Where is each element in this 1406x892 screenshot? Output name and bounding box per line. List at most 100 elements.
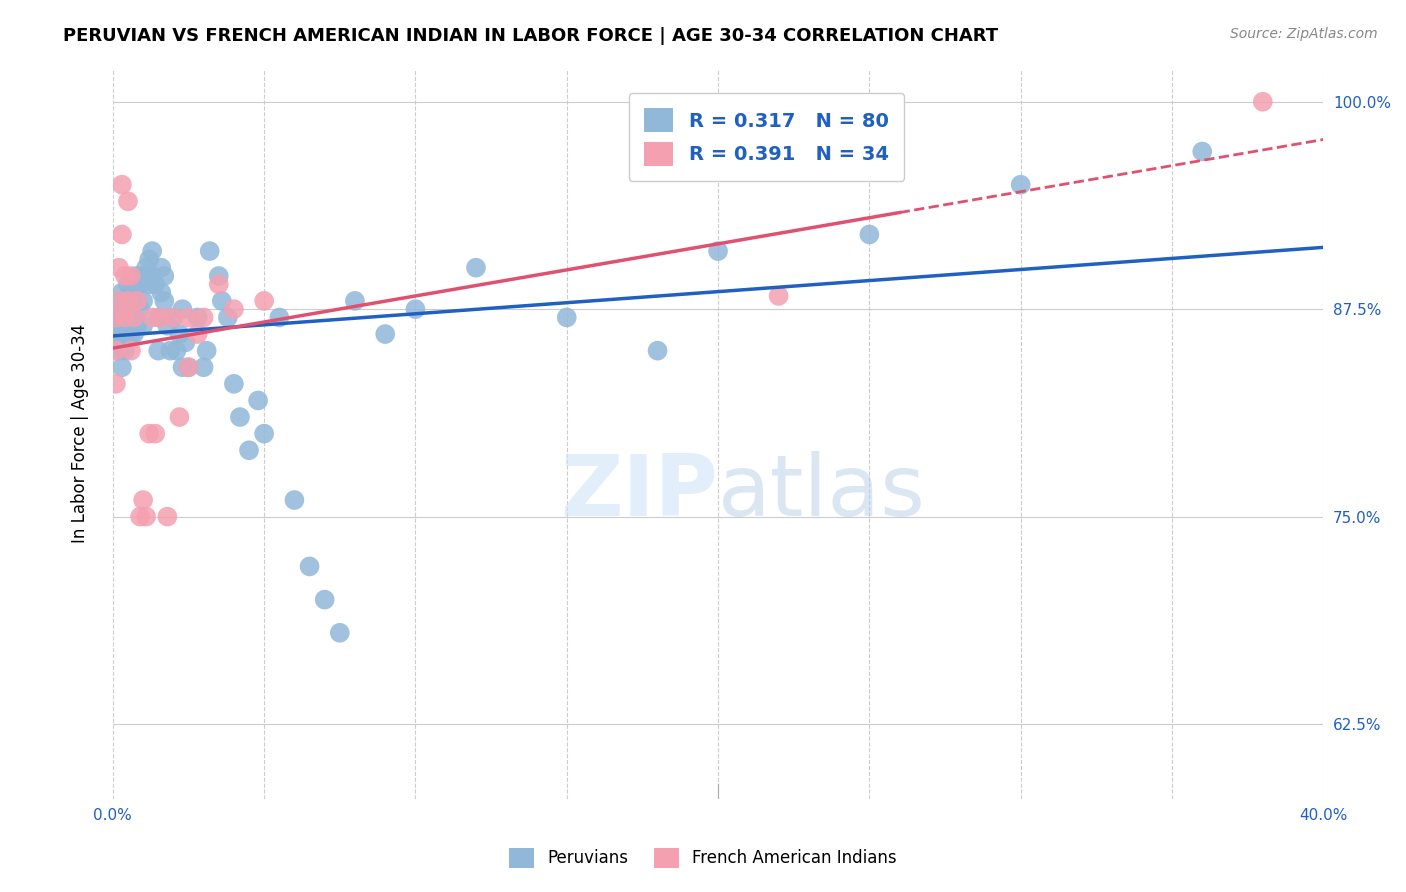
- Point: [117, 293, 139, 308]
- Point: [150, 285, 173, 300]
- Point: [329, 625, 352, 640]
- Point: [114, 268, 136, 283]
- Point: [247, 393, 270, 408]
- Point: [172, 302, 194, 317]
- Point: [141, 310, 163, 325]
- Point: [343, 293, 366, 308]
- Point: [117, 277, 139, 292]
- Point: [104, 310, 127, 325]
- Point: [153, 268, 176, 283]
- Text: PERUVIAN VS FRENCH AMERICAN INDIAN IN LABOR FORCE | AGE 30-34 CORRELATION CHART: PERUVIAN VS FRENCH AMERICAN INDIAN IN LA…: [63, 27, 998, 45]
- Point: [132, 293, 155, 308]
- Point: [172, 360, 194, 375]
- Point: [195, 343, 218, 358]
- Point: [114, 302, 136, 317]
- Point: [148, 310, 170, 325]
- Point: [135, 509, 157, 524]
- Point: [229, 410, 252, 425]
- Point: [187, 310, 209, 325]
- Text: ZIP: ZIP: [561, 450, 718, 533]
- Point: [120, 285, 142, 300]
- Point: [269, 310, 291, 325]
- Point: [222, 302, 245, 317]
- Point: [122, 327, 145, 342]
- Point: [104, 376, 127, 391]
- Point: [162, 310, 184, 325]
- Point: [1010, 178, 1032, 192]
- Point: [120, 327, 142, 342]
- Point: [104, 327, 127, 342]
- Point: [104, 343, 127, 358]
- Point: [138, 252, 160, 267]
- Point: [125, 293, 148, 308]
- Point: [222, 376, 245, 391]
- Point: [111, 227, 134, 242]
- Point: [120, 302, 142, 317]
- Point: [141, 244, 163, 258]
- Point: [156, 509, 179, 524]
- Point: [104, 310, 127, 325]
- Point: [150, 260, 173, 275]
- Text: Source: ZipAtlas.com: Source: ZipAtlas.com: [1230, 27, 1378, 41]
- Point: [120, 343, 142, 358]
- Point: [768, 289, 790, 303]
- Y-axis label: In Labor Force | Age 30-34: In Labor Force | Age 30-34: [72, 324, 89, 543]
- Point: [117, 194, 139, 209]
- Point: [404, 302, 426, 317]
- Point: [148, 343, 170, 358]
- Point: [129, 509, 152, 524]
- Point: [132, 493, 155, 508]
- Point: [198, 244, 221, 258]
- Point: [374, 327, 396, 342]
- Point: [153, 293, 176, 308]
- Point: [114, 310, 136, 325]
- Point: [858, 227, 880, 242]
- Point: [217, 310, 239, 325]
- Point: [193, 310, 215, 325]
- Point: [169, 410, 191, 425]
- Point: [143, 426, 166, 441]
- Point: [187, 327, 209, 342]
- Point: [208, 277, 231, 292]
- Point: [143, 277, 166, 292]
- Point: [465, 260, 488, 275]
- Point: [104, 302, 127, 317]
- Point: [111, 285, 134, 300]
- Point: [177, 310, 200, 325]
- Point: [314, 592, 336, 607]
- Point: [238, 443, 260, 458]
- Point: [129, 302, 152, 317]
- Point: [174, 335, 197, 350]
- Point: [208, 268, 231, 283]
- Point: [108, 293, 131, 308]
- Point: [108, 335, 131, 350]
- Point: [111, 360, 134, 375]
- Point: [129, 277, 152, 292]
- Point: [114, 343, 136, 358]
- Point: [125, 293, 148, 308]
- Point: [132, 268, 155, 283]
- Point: [117, 293, 139, 308]
- Legend: Peruvians, French American Indians: Peruvians, French American Indians: [503, 841, 903, 875]
- Point: [122, 310, 145, 325]
- Point: [108, 293, 131, 308]
- Point: [283, 493, 305, 508]
- Point: [108, 260, 131, 275]
- Point: [122, 310, 145, 325]
- Point: [647, 343, 669, 358]
- Point: [177, 360, 200, 375]
- Point: [1191, 145, 1213, 159]
- Point: [141, 268, 163, 283]
- Point: [138, 426, 160, 441]
- Point: [211, 293, 233, 308]
- Point: [150, 310, 173, 325]
- Point: [253, 426, 276, 441]
- Point: [111, 335, 134, 350]
- Point: [156, 318, 179, 333]
- Point: [707, 244, 730, 258]
- Point: [165, 343, 187, 358]
- Point: [193, 360, 215, 375]
- Point: [111, 310, 134, 325]
- Point: [555, 310, 578, 325]
- Text: atlas: atlas: [718, 450, 927, 533]
